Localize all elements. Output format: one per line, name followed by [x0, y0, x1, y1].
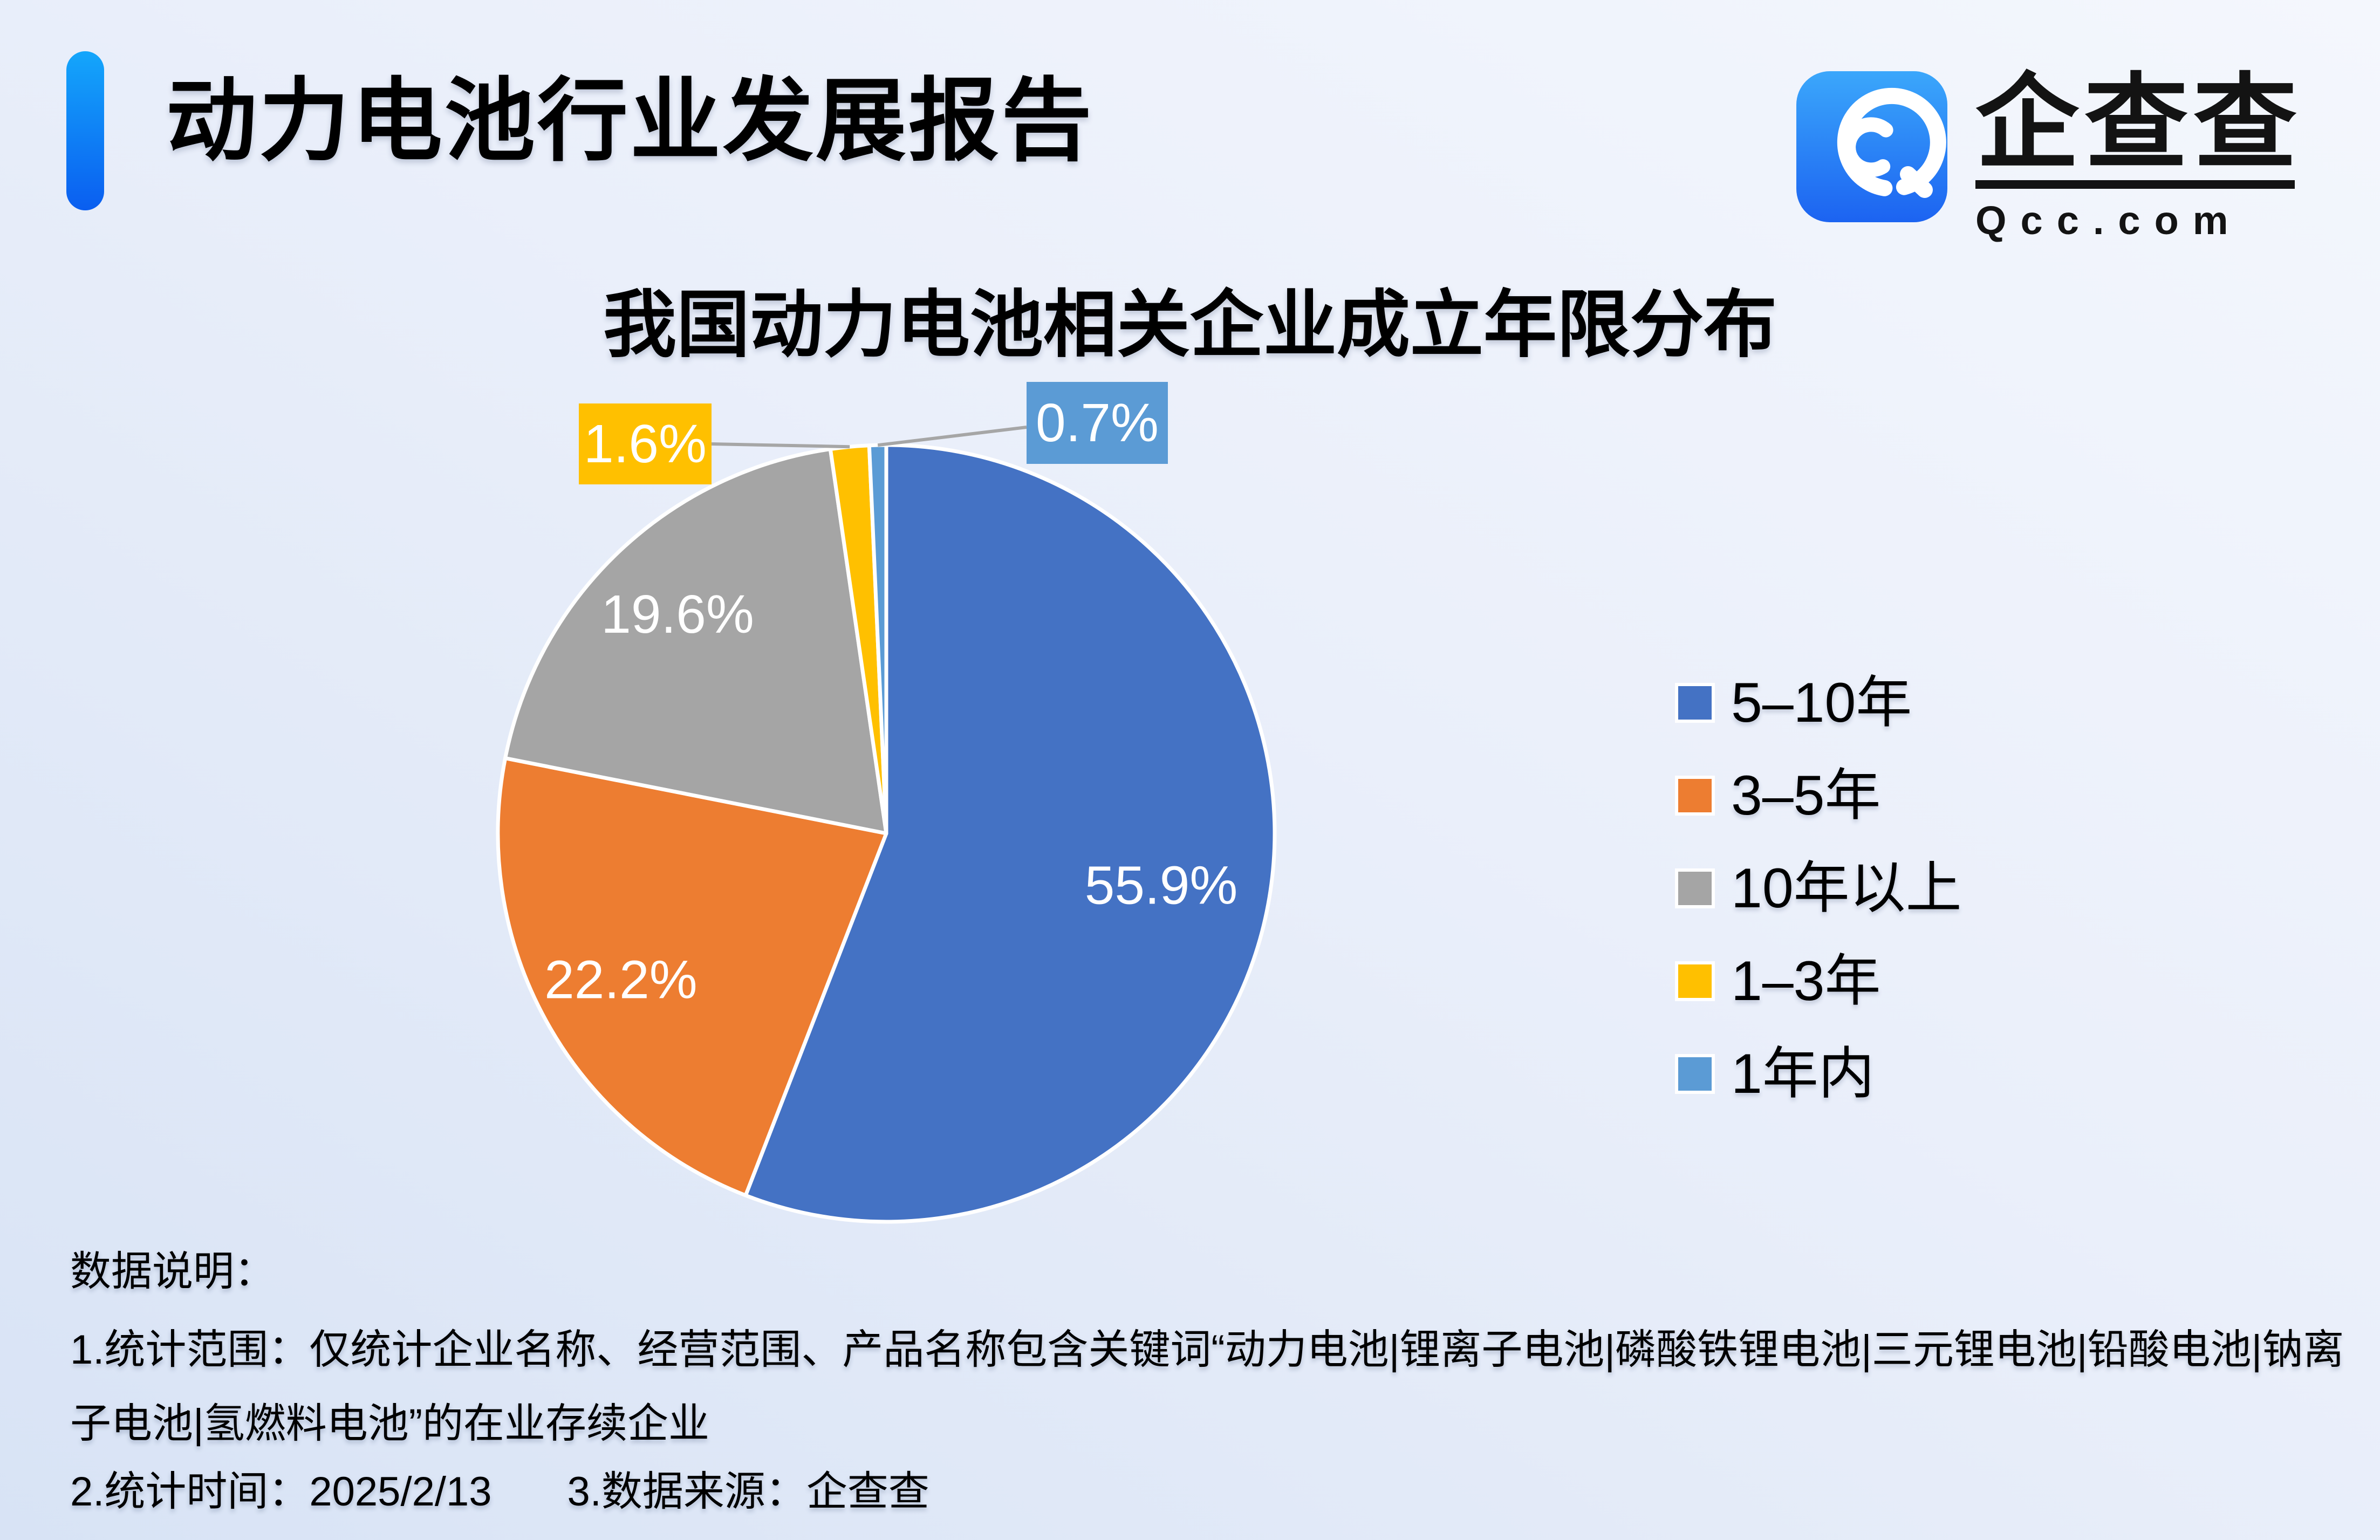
chart-title: 我国动力电池相关企业成立年限分布: [603, 284, 1777, 366]
pie-inside-label-1: 22.2%: [544, 950, 697, 1010]
page-title: 动力电池行业发展报告: [166, 70, 1094, 172]
legend: 5–10年 3–5年 10年以上 1–3年 1年内: [1675, 669, 1962, 1108]
legend-label: 5–10年: [1731, 671, 1912, 734]
callout-label-1-3year: 1.6%: [579, 403, 712, 484]
footer-note-time: 2.统计时间：2025/2/13: [70, 1469, 492, 1515]
qcc-logo-underline: [1975, 180, 2295, 189]
legend-swatch: [1675, 776, 1715, 816]
qcc-logo-name: 企查查: [1975, 65, 2302, 181]
legend-item-0: 5–10年: [1675, 669, 1962, 737]
legend-label: 3–5年: [1731, 764, 1881, 827]
qcc-logo-icon: [1796, 71, 1947, 222]
legend-item-2: 10年以上: [1675, 854, 1962, 922]
pie-inside-label-2: 19.6%: [601, 584, 754, 645]
legend-label: 10年以上: [1731, 857, 1962, 920]
leader-line-3: [711, 442, 850, 449]
footer-note-time-source: 2.统计时间：2025/2/13 3.数据来源：企查查: [70, 1466, 929, 1517]
legend-label: 1–3年: [1731, 949, 1881, 1012]
callout-value: 0.7%: [1036, 393, 1159, 453]
footer-note-source: 3.数据来源：企查查: [567, 1469, 929, 1515]
pie-slice-1: [496, 756, 888, 1197]
legend-swatch: [1675, 1054, 1715, 1094]
qcc-logo-text: 企查查 Qcc.com: [1975, 71, 2302, 243]
legend-item-3: 1–3年: [1675, 947, 1962, 1015]
legend-item-4: 1年内: [1675, 1040, 1962, 1108]
footer-note-scope-line-1: 1.统计范围：仅统计企业名称、经营范围、产品名称包含关键词“动力电池|锂离子电池…: [70, 1327, 2344, 1373]
legend-swatch: [1675, 868, 1715, 908]
footer-heading: 数据说明：: [70, 1249, 275, 1295]
title-accent-bar: [66, 51, 104, 210]
qcc-logo: 企查查 Qcc.com: [1796, 71, 2302, 243]
callout-value: 1.6%: [584, 414, 707, 474]
leader-line-4: [877, 426, 1027, 447]
pie-slice-0: [743, 443, 1277, 1224]
legend-swatch: [1675, 961, 1715, 1001]
legend-item-1: 3–5年: [1675, 762, 1962, 830]
pie-slice-2: [503, 447, 888, 836]
legend-swatch: [1675, 683, 1715, 723]
callout-label-under-1year: 0.7%: [1027, 382, 1168, 464]
legend-label: 1年内: [1731, 1042, 1875, 1105]
pie-inside-label-0: 55.9%: [1085, 855, 1238, 916]
qcc-logo-domain: Qcc.com: [1975, 198, 2242, 243]
footer-note-scope-line-2: 子电池|氢燃料电池”的在业存续企业: [70, 1401, 710, 1447]
